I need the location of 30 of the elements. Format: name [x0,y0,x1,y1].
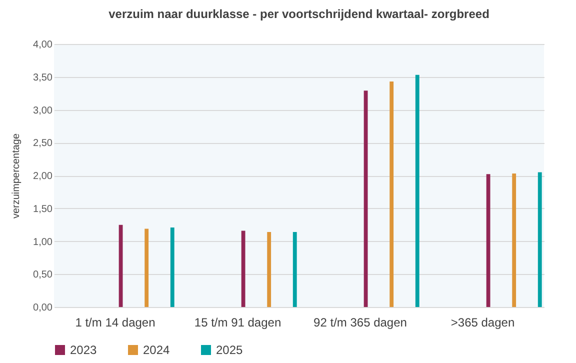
y-tick-label: 2,00 [33,171,53,182]
bar [415,74,420,307]
x-tick-label: >365 dagen [450,316,515,330]
y-tick-label: 2,50 [33,138,53,150]
bar [170,227,174,307]
x-tick-label: 1 t/m 14 dagen [75,316,156,330]
bar [292,232,297,307]
bar [241,230,246,307]
legend-label: 2024 [143,343,170,357]
bar [144,228,149,307]
bar [512,174,516,307]
y-tick-label: 3,00 [33,105,53,116]
y-tick-label: 0,00 [33,302,53,314]
y-tick-label: 1,50 [33,204,53,215]
bar [118,224,123,307]
bar [538,172,542,307]
y-tick-label: 1,00 [33,236,53,248]
bar [390,81,394,307]
bar [364,90,368,307]
x-tick-label: 92 t/m 365 dagen [314,316,407,330]
y-tick-label: 0,50 [33,270,53,281]
legend-label: 2023 [70,343,98,357]
legend-label: 2025 [216,343,244,357]
chart-title: verzuim naar duurklasse - per voortschrijdend kwartaal- zorgbreed [108,7,490,21]
y-axis-title: verzuimpercentage [11,133,22,219]
x-tick-label: 15 t/m 91 dagen [194,316,282,330]
bar [267,232,272,307]
bar [486,174,490,307]
y-tick-label: 4,00 [33,40,53,50]
y-tick-label: 3,50 [33,72,53,84]
